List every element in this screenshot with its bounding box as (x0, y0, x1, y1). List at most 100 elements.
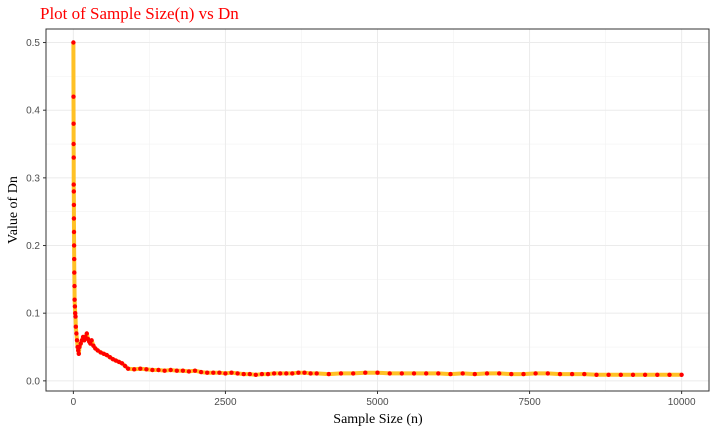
data-point (448, 371, 453, 377)
data-point (74, 338, 80, 343)
data-point (71, 202, 77, 208)
x-axis-title: Sample Size (n) (333, 412, 423, 427)
data-point (679, 372, 684, 377)
data-point (71, 243, 77, 248)
data-point (150, 367, 155, 373)
data-point (399, 371, 404, 376)
data-point (73, 324, 79, 329)
data-point (104, 352, 110, 358)
x-tick-label: 0 (71, 397, 77, 408)
data-point (71, 121, 76, 126)
y-tick-label: 0.0 (26, 376, 40, 387)
x-tick-label: 5000 (366, 397, 389, 408)
data-point (484, 371, 490, 376)
data-point (302, 370, 307, 375)
data-point (211, 370, 216, 375)
data-point (71, 155, 76, 160)
data-point (72, 304, 78, 309)
data-point (497, 371, 502, 376)
data-point (241, 371, 246, 377)
data-point (162, 368, 167, 373)
data-point (655, 372, 660, 377)
data-point (472, 371, 477, 377)
data-point (72, 297, 77, 302)
data-point (229, 370, 234, 375)
data-point (76, 351, 82, 356)
data-point (205, 370, 210, 375)
data-point (78, 341, 83, 346)
data-point (460, 371, 465, 376)
data-point (180, 368, 186, 373)
data-point (71, 189, 77, 194)
data-point (144, 367, 149, 372)
data-point (174, 368, 179, 373)
data-point (308, 371, 313, 376)
data-point (642, 372, 648, 377)
data-point (72, 283, 77, 289)
data-point (375, 370, 380, 375)
data-point (521, 371, 526, 377)
y-tick-label: 0.2 (26, 241, 40, 252)
data-point (424, 371, 429, 376)
data-point (363, 370, 368, 375)
chart-title: Plot of Sample Size(n) vs Dn (40, 4, 239, 23)
data-point (569, 371, 575, 377)
data-point (259, 371, 265, 377)
x-tick-label: 2500 (214, 397, 237, 408)
data-point (71, 141, 76, 147)
data-point (76, 348, 81, 353)
x-tick-label: 7500 (518, 397, 541, 408)
data-point (73, 314, 78, 319)
data-point (557, 371, 563, 377)
data-point (72, 256, 77, 262)
data-point (387, 371, 392, 376)
data-point (253, 372, 258, 377)
data-point (338, 371, 344, 376)
data-point (71, 182, 76, 187)
data-point (71, 229, 77, 235)
data-point (296, 370, 301, 375)
y-axis-title: Value of Dn (6, 176, 21, 244)
x-axis: 0 2500 5000 7500 10000 (71, 391, 696, 408)
data-point (314, 371, 319, 376)
data-point (198, 369, 204, 375)
data-point (223, 371, 228, 376)
y-tick-label: 0.1 (26, 309, 40, 320)
data-point (533, 371, 538, 376)
data-point (73, 311, 78, 316)
data-point (667, 372, 672, 377)
data-point (630, 372, 636, 377)
data-point (138, 366, 143, 371)
series-points-layer (71, 40, 684, 377)
data-point (77, 344, 82, 350)
data-point (545, 371, 550, 376)
data-point (74, 331, 79, 336)
y-tick-label: 0.5 (26, 38, 40, 49)
data-point (606, 372, 611, 377)
data-point (71, 216, 77, 221)
data-point (192, 368, 198, 373)
y-axis: 0.0 0.1 0.2 0.3 0.4 0.5 (26, 38, 46, 387)
data-point (284, 371, 289, 376)
data-point (156, 367, 161, 373)
data-point (436, 371, 441, 376)
data-point (119, 361, 125, 366)
x-tick-label: 10000 (668, 397, 696, 408)
data-point (278, 371, 283, 376)
data-point (509, 371, 514, 377)
data-point (122, 363, 128, 369)
data-point (132, 367, 137, 372)
data-point (217, 370, 222, 375)
data-point (582, 371, 587, 377)
data-point (82, 338, 87, 343)
data-point (411, 371, 417, 376)
data-point (265, 371, 271, 377)
data-point (71, 40, 76, 45)
data-point (290, 371, 295, 376)
data-point (168, 367, 173, 373)
data-point (271, 371, 277, 376)
data-point (89, 338, 94, 343)
y-tick-label: 0.4 (26, 106, 40, 117)
data-point (71, 94, 76, 99)
data-point (618, 372, 623, 377)
